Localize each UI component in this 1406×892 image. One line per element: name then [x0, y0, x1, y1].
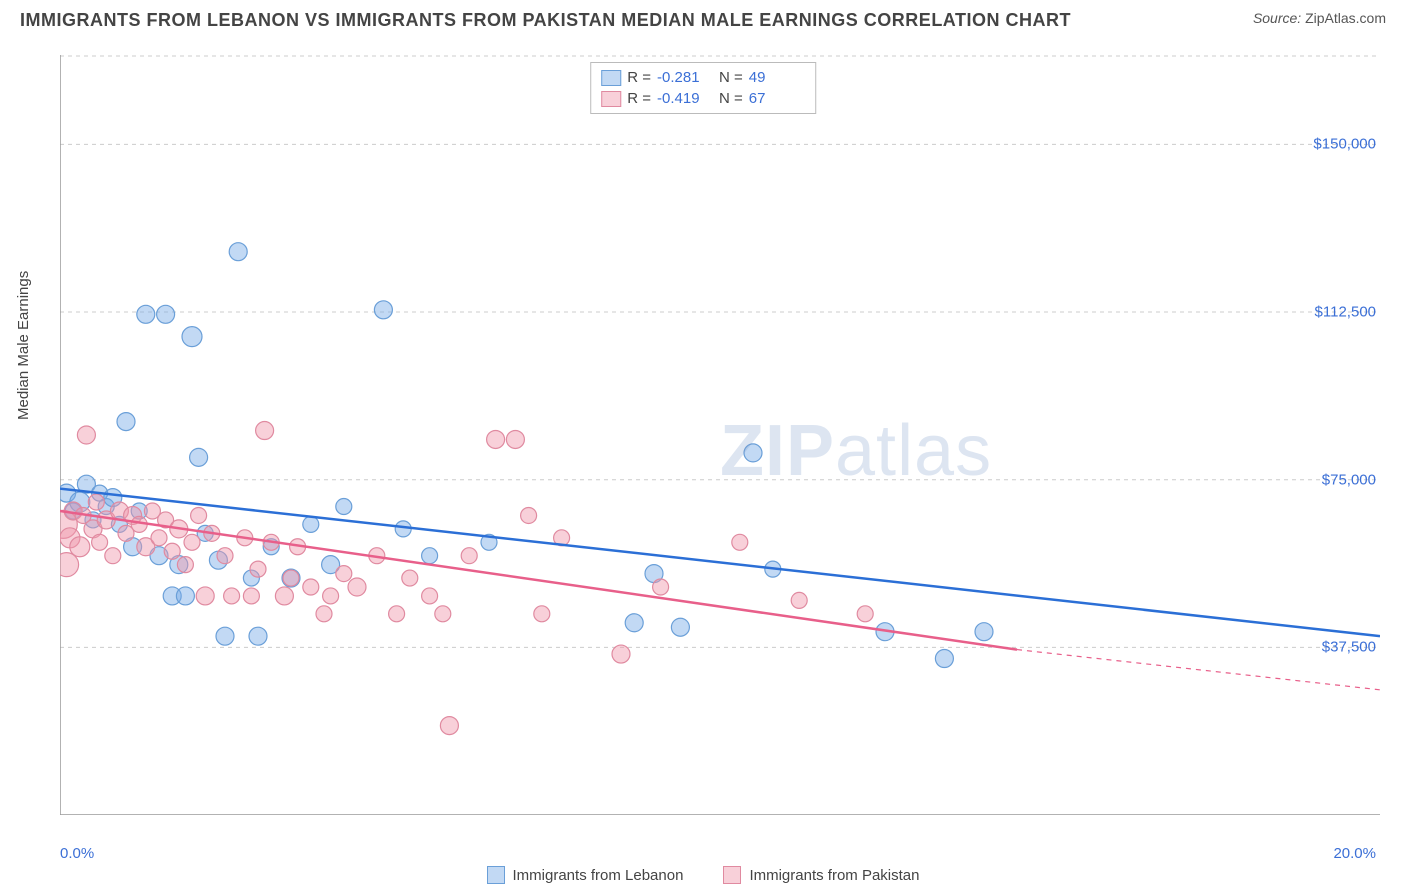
source-attribution: Source: ZipAtlas.com: [1253, 10, 1386, 26]
y-tick-label: $112,500: [1315, 304, 1376, 321]
chart-plot-area: [60, 55, 1380, 815]
legend-item-pakistan: Immigrants from Pakistan: [723, 866, 919, 884]
legend-swatch-lebanon: [601, 70, 621, 86]
legend-label-pakistan: Immigrants from Pakistan: [749, 867, 919, 884]
scatter-chart-svg: [60, 55, 1380, 815]
legend-swatch-lebanon-bottom: [487, 866, 505, 884]
y-tick-label: $75,000: [1322, 471, 1376, 488]
n-value-pakistan: 67: [749, 90, 805, 107]
series-legend: Immigrants from Lebanon Immigrants from …: [0, 866, 1406, 884]
chart-title: IMMIGRANTS FROM LEBANON VS IMMIGRANTS FR…: [20, 10, 1071, 31]
correlation-legend: R = -0.281 N = 49 R = -0.419 N = 67: [590, 62, 816, 114]
y-tick-label: $37,500: [1322, 639, 1376, 656]
r-label: R =: [627, 90, 651, 107]
legend-item-lebanon: Immigrants from Lebanon: [487, 866, 684, 884]
x-axis-min-label: 0.0%: [60, 845, 94, 862]
r-label: R =: [627, 69, 651, 86]
source-label: Source:: [1253, 10, 1301, 26]
legend-swatch-pakistan: [601, 91, 621, 107]
legend-label-lebanon: Immigrants from Lebanon: [513, 867, 684, 884]
r-value-pakistan: -0.419: [657, 90, 713, 107]
legend-swatch-pakistan-bottom: [723, 866, 741, 884]
y-axis-label: Median Male Earnings: [15, 271, 32, 420]
legend-row-pakistan: R = -0.419 N = 67: [601, 88, 805, 109]
r-value-lebanon: -0.281: [657, 69, 713, 86]
y-tick-label: $150,000: [1313, 136, 1376, 153]
x-axis-max-label: 20.0%: [1333, 845, 1376, 862]
n-label: N =: [719, 90, 743, 107]
n-value-lebanon: 49: [749, 69, 805, 86]
source-value: ZipAtlas.com: [1305, 10, 1386, 26]
n-label: N =: [719, 69, 743, 86]
legend-row-lebanon: R = -0.281 N = 49: [601, 67, 805, 88]
